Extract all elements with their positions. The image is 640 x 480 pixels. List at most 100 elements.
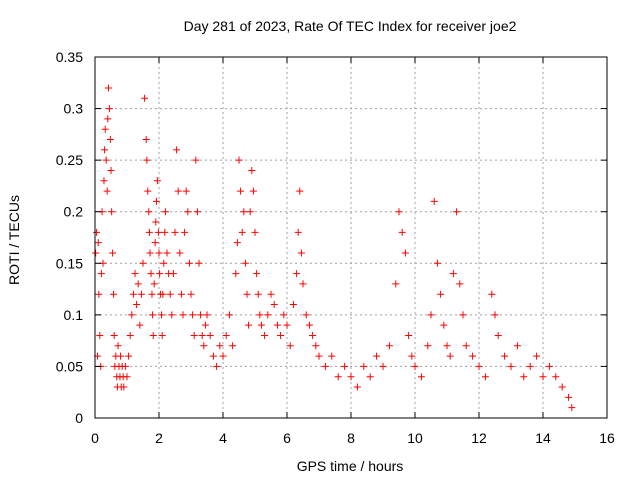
data-point-marker bbox=[558, 383, 566, 391]
data-point-marker bbox=[533, 352, 541, 360]
data-point-marker bbox=[143, 156, 151, 164]
data-point-marker bbox=[353, 383, 361, 391]
data-point-marker bbox=[95, 290, 103, 298]
data-point-marker bbox=[101, 146, 109, 154]
data-point-marker bbox=[201, 321, 209, 329]
data-point-marker bbox=[125, 352, 133, 360]
data-point-marker bbox=[565, 393, 573, 401]
data-point-marker bbox=[185, 259, 193, 267]
data-point-marker bbox=[395, 208, 403, 216]
data-point-marker bbox=[222, 331, 230, 339]
chart-title: Day 281 of 2023, Rate Of TEC Index for r… bbox=[184, 18, 517, 34]
x-tick-label: 6 bbox=[283, 430, 291, 446]
y-axis-label: ROTI / TECUs bbox=[6, 195, 22, 285]
data-point-marker bbox=[248, 166, 256, 174]
data-point-marker bbox=[321, 362, 329, 370]
data-point-marker bbox=[134, 280, 142, 288]
data-point-marker bbox=[104, 115, 112, 123]
data-point-marker bbox=[273, 321, 281, 329]
data-point-marker bbox=[123, 373, 131, 381]
data-point-marker bbox=[456, 280, 464, 288]
data-point-marker bbox=[568, 404, 576, 412]
data-point-marker bbox=[169, 270, 177, 278]
data-point-marker bbox=[526, 362, 534, 370]
data-point-marker bbox=[209, 352, 217, 360]
data-point-marker bbox=[347, 373, 355, 381]
data-point-marker bbox=[315, 352, 323, 360]
data-point-marker bbox=[160, 259, 168, 267]
data-point-marker bbox=[110, 331, 118, 339]
data-point-marker bbox=[294, 228, 302, 236]
data-point-marker bbox=[101, 125, 109, 133]
data-point-marker bbox=[398, 228, 406, 236]
data-point-marker bbox=[341, 362, 349, 370]
data-point-marker bbox=[133, 301, 141, 309]
data-point-marker bbox=[241, 259, 249, 267]
data-point-marker bbox=[155, 249, 163, 257]
data-point-marker bbox=[488, 290, 496, 298]
data-point-marker bbox=[114, 342, 122, 350]
data-point-marker bbox=[520, 373, 528, 381]
data-point-marker bbox=[145, 228, 153, 236]
data-point-marker bbox=[197, 311, 205, 319]
data-point-marker bbox=[174, 187, 182, 195]
x-tick-label: 8 bbox=[347, 430, 355, 446]
data-point-marker bbox=[243, 290, 251, 298]
data-point-marker bbox=[94, 239, 102, 247]
data-point-marker bbox=[229, 342, 237, 350]
data-point-marker bbox=[246, 208, 254, 216]
data-point-marker bbox=[469, 352, 477, 360]
data-point-marker bbox=[145, 208, 153, 216]
data-point-marker bbox=[245, 321, 253, 329]
data-point-marker bbox=[462, 342, 470, 350]
data-point-marker bbox=[213, 362, 221, 370]
data-point-marker bbox=[200, 342, 208, 350]
data-point-marker bbox=[453, 208, 461, 216]
data-point-marker bbox=[206, 331, 214, 339]
data-point-marker bbox=[539, 373, 547, 381]
data-point-marker bbox=[392, 280, 400, 288]
x-tick-label: 16 bbox=[599, 430, 615, 446]
data-point-marker bbox=[195, 259, 203, 267]
data-point-marker bbox=[189, 311, 197, 319]
data-point-marker bbox=[256, 311, 264, 319]
data-point-marker bbox=[181, 228, 189, 236]
data-point-marker bbox=[107, 166, 115, 174]
x-axis-label: GPS time / hours bbox=[297, 458, 404, 474]
data-point-marker bbox=[334, 373, 342, 381]
y-tick-label: 0.05 bbox=[56, 358, 83, 374]
data-point-marker bbox=[286, 342, 294, 350]
data-point-marker bbox=[507, 362, 515, 370]
x-tick-label: 0 bbox=[91, 430, 99, 446]
data-point-marker bbox=[146, 249, 154, 257]
data-point-marker bbox=[430, 197, 438, 205]
data-point-marker bbox=[147, 270, 155, 278]
data-point-marker bbox=[283, 321, 291, 329]
data-point-marker bbox=[312, 342, 320, 350]
data-point-marker bbox=[177, 290, 185, 298]
data-point-marker bbox=[405, 331, 413, 339]
data-point-marker bbox=[120, 383, 128, 391]
x-tick-label: 14 bbox=[535, 430, 551, 446]
data-point-marker bbox=[297, 249, 305, 257]
x-tick-label: 2 bbox=[155, 430, 163, 446]
data-point-marker bbox=[299, 280, 307, 288]
data-point-marker bbox=[249, 187, 257, 195]
data-point-marker bbox=[161, 208, 169, 216]
x-tick-label: 10 bbox=[407, 430, 423, 446]
data-point-marker bbox=[149, 311, 157, 319]
data-point-marker bbox=[176, 249, 184, 257]
data-point-marker bbox=[261, 331, 269, 339]
data-point-marker bbox=[166, 290, 174, 298]
data-point-marker bbox=[131, 270, 139, 278]
data-point-marker bbox=[96, 331, 104, 339]
data-point-marker bbox=[366, 373, 374, 381]
data-point-marker bbox=[173, 146, 181, 154]
data-point-marker bbox=[219, 352, 227, 360]
data-point-marker bbox=[151, 239, 159, 247]
data-point-marker bbox=[141, 94, 149, 102]
data-point-marker bbox=[168, 311, 176, 319]
data-point-marker bbox=[126, 331, 134, 339]
y-tick-label: 0.25 bbox=[56, 152, 83, 168]
